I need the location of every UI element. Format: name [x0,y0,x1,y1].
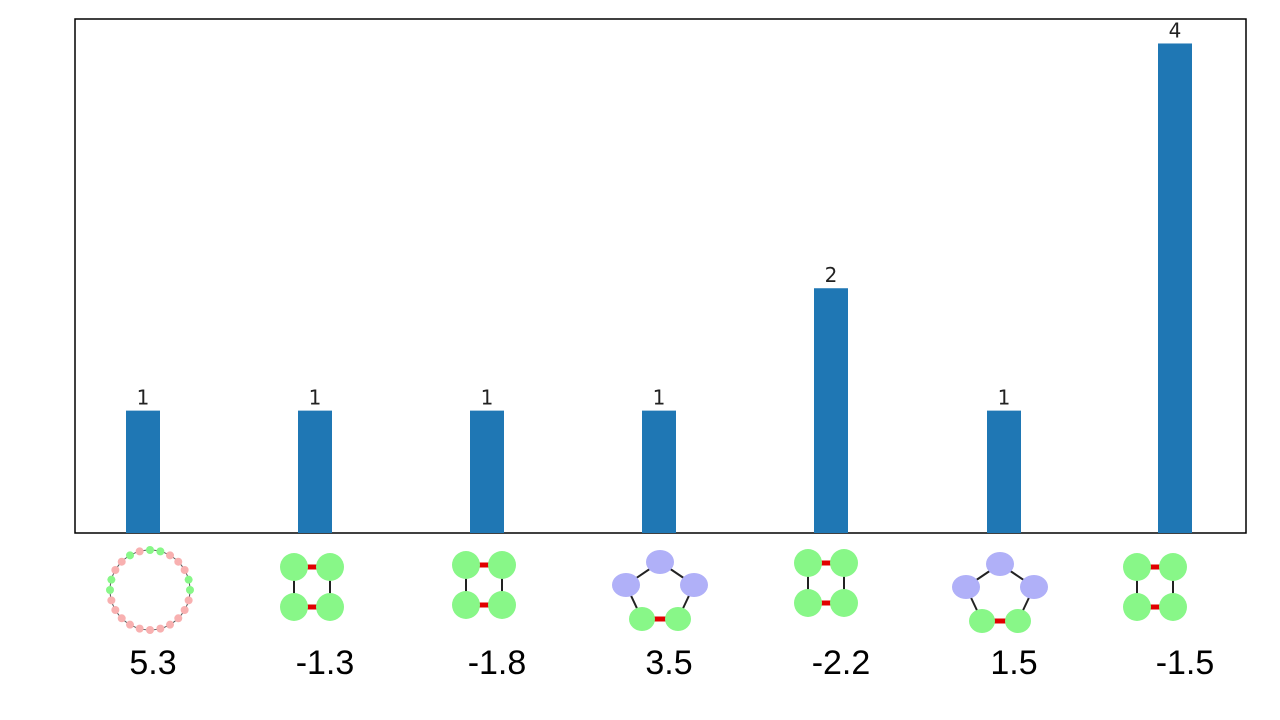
bar-value-label: 1 [137,386,150,410]
five-ring-molecule-icon [952,552,1048,633]
molecule-glyphs-layer [106,546,1187,634]
category-label: 3.5 [645,644,692,682]
large-ring-molecule-icon [106,546,194,634]
bar-value-label: 1 [309,386,322,410]
bar-value-label: 4 [1169,18,1182,42]
four-ring-molecule-icon [280,553,344,621]
bar [814,288,848,533]
bar [298,410,332,533]
bar [470,410,504,533]
category-label: -1.3 [296,644,355,682]
four-ring-molecule-icon [794,549,858,617]
four-ring-molecule-icon [452,551,516,619]
category-label: -1.5 [1156,644,1215,682]
category-label: 5.3 [129,644,176,682]
bar-value-label: 1 [481,386,494,410]
bar-value-label: 2 [825,263,838,287]
four-ring-molecule-icon [1123,553,1187,621]
bar [1158,43,1192,533]
bar-labels-layer: 1 1 1 1 2 1 4 [137,18,1182,409]
bar [642,410,676,533]
bar [987,410,1021,533]
five-ring-molecule-icon [612,550,708,631]
bar-value-label: 1 [653,386,666,410]
category-labels-layer: 5.3 -1.3 -1.8 3.5 -2.2 1.5 -1.5 [129,644,1214,682]
bars-layer [126,43,1192,533]
category-label: -2.2 [812,644,871,682]
category-label: -1.8 [468,644,527,682]
bar [126,410,160,533]
bar-value-label: 1 [998,386,1011,410]
category-label: 1.5 [990,644,1037,682]
